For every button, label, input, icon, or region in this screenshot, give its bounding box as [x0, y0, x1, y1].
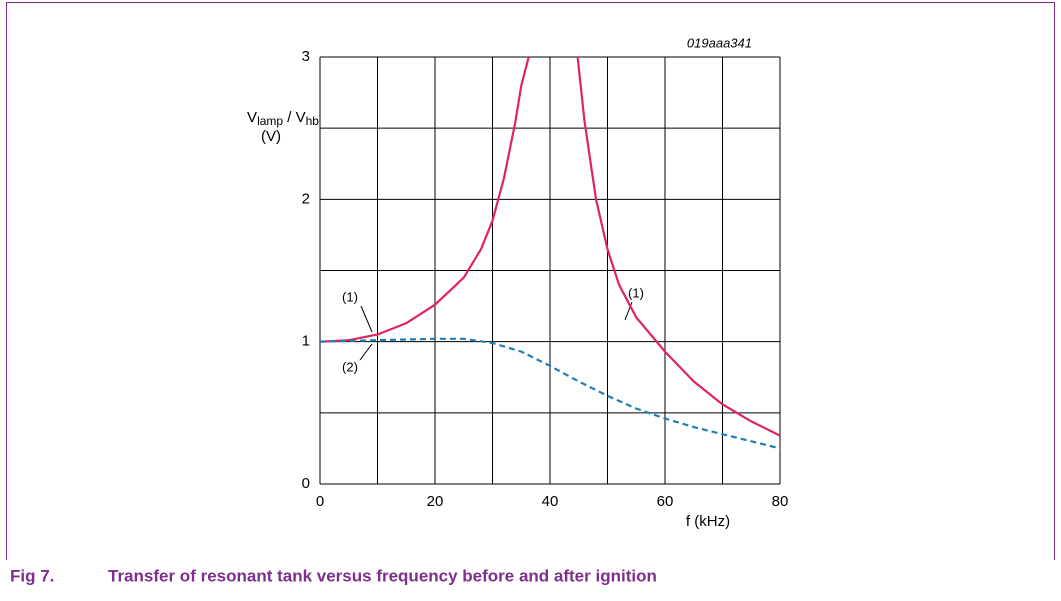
x-tick-label: 40	[542, 493, 559, 510]
y-tick-label: 1	[302, 333, 310, 350]
y-tick-label: 2	[302, 190, 310, 207]
y-axis-unit: (V)	[261, 128, 281, 145]
series-line	[319, 337, 781, 450]
figure-id: 019aaa341	[687, 35, 752, 50]
series-line	[319, 56, 781, 437]
x-tick-label: 60	[657, 493, 674, 510]
leader-line	[359, 343, 373, 361]
y-label-part: V	[247, 109, 257, 126]
annotation: (2)	[342, 359, 358, 374]
frame	[6, 2, 1055, 560]
y-tick-label: 3	[302, 48, 310, 65]
x-tick-label: 20	[427, 493, 444, 510]
annotation: (1)	[628, 285, 644, 300]
leader-line	[360, 305, 373, 333]
y-axis-label: Vlamp / Vhb	[247, 109, 319, 128]
y-label-part: / V	[283, 109, 306, 126]
x-tick-label: 80	[772, 493, 789, 510]
x-tick-label: 0	[316, 493, 324, 510]
annotation: (1)	[342, 289, 358, 304]
y-label-part: hb	[306, 114, 320, 128]
caption: Transfer of resonant tank versus frequen…	[108, 566, 657, 585]
caption-number: Fig 7.	[10, 566, 54, 585]
x-axis-label: f (kHz)	[686, 513, 730, 530]
y-label-part: lamp	[257, 114, 283, 128]
y-tick-label: 0	[302, 475, 310, 492]
